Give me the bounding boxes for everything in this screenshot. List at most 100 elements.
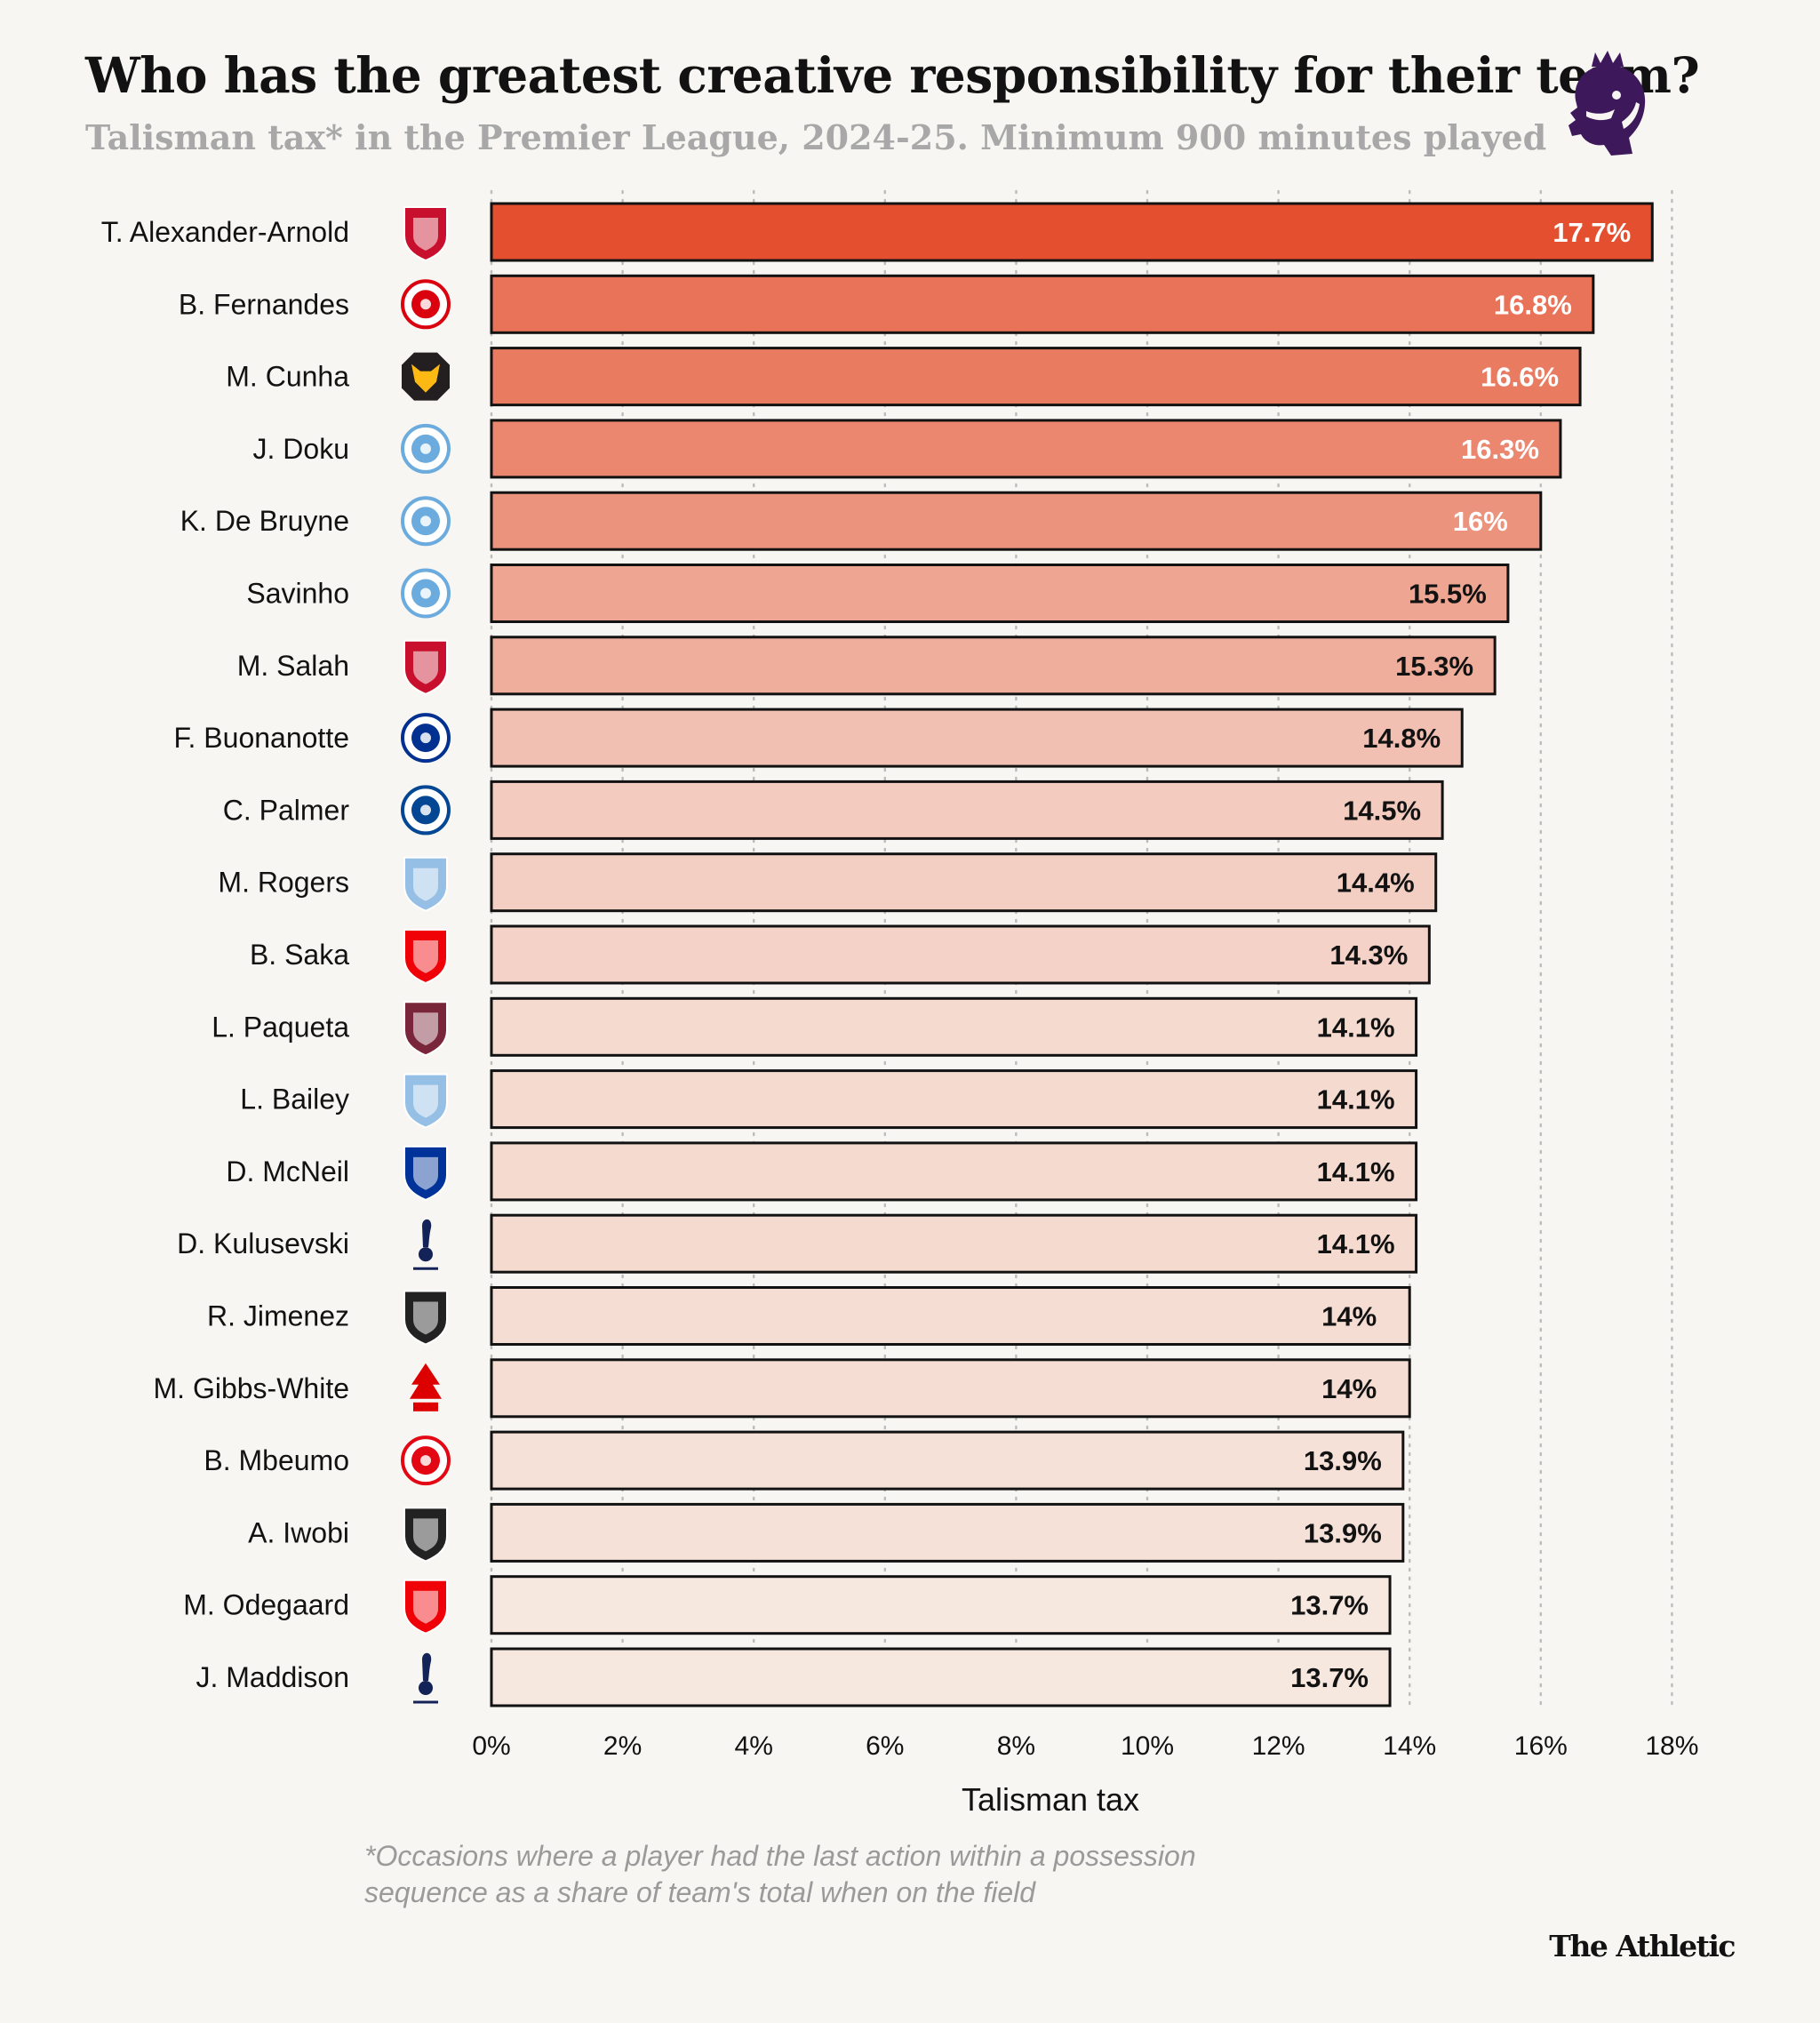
bar	[490, 1358, 1411, 1419]
x-tick-label: 12%	[1252, 1731, 1305, 1761]
bar	[490, 780, 1444, 840]
chart-title: Who has the greatest creative responsibi…	[85, 46, 1700, 104]
nottingham-forest-badge-icon	[410, 1363, 442, 1411]
value-label: 14.1%	[1317, 1228, 1395, 1259]
bar	[490, 1647, 1392, 1707]
manchester-city-badge-icon	[401, 568, 451, 619]
player-label: B. Fernandes	[179, 288, 349, 320]
arsenal-badge-icon	[403, 1579, 448, 1635]
fulham-badge-icon	[403, 1507, 448, 1563]
player-label: F. Buonanotte	[174, 722, 349, 754]
bar	[490, 1430, 1405, 1491]
value-label: 14%	[1321, 1373, 1377, 1404]
bar	[490, 924, 1431, 985]
bar	[490, 274, 1595, 334]
value-label: 14.3%	[1329, 940, 1408, 971]
wolves-badge-icon	[402, 352, 450, 401]
value-label: 15.5%	[1409, 579, 1487, 610]
player-label: B. Mbeumo	[204, 1444, 349, 1476]
tottenham-badge-icon	[413, 1219, 438, 1270]
aston-villa-badge-icon	[403, 1073, 448, 1129]
player-label: D. Kulusevski	[177, 1227, 349, 1259]
player-label: T. Alexander-Arnold	[101, 216, 349, 248]
fulham-badge-icon	[403, 1290, 448, 1346]
value-label: 14.1%	[1317, 1156, 1395, 1187]
bar	[490, 564, 1510, 623]
value-label: 14.1%	[1317, 1084, 1395, 1115]
x-tick-label: 10%	[1121, 1731, 1174, 1761]
player-label: M. Cunha	[226, 361, 349, 393]
bar	[490, 1286, 1411, 1346]
value-label: 17.7%	[1553, 217, 1631, 248]
footnote-line-1: *Occasions where a player had the last a…	[364, 1840, 1196, 1872]
x-tick-label: 4%	[735, 1731, 773, 1761]
player-label: L. Bailey	[240, 1083, 349, 1115]
west-ham-badge-icon	[403, 1001, 448, 1057]
player-label: A. Iwobi	[248, 1516, 349, 1548]
value-label: 14.4%	[1337, 868, 1415, 899]
leicester-city-badge-icon	[401, 713, 451, 764]
bar	[490, 1502, 1405, 1563]
player-label: C. Palmer	[223, 794, 350, 826]
liverpool-badge-icon	[403, 206, 448, 262]
bar	[490, 347, 1582, 407]
bar	[490, 1069, 1418, 1130]
value-label: 13.7%	[1290, 1662, 1369, 1693]
value-label: 13.9%	[1304, 1445, 1382, 1476]
player-label: B. Saka	[250, 939, 349, 971]
x-tick-label: 0%	[472, 1731, 510, 1761]
bar	[490, 636, 1497, 696]
player-label: J. Doku	[253, 433, 349, 465]
bar	[490, 419, 1562, 479]
x-tick-label: 18%	[1645, 1731, 1698, 1761]
bar	[490, 1141, 1418, 1202]
value-label: 16%	[1453, 506, 1508, 537]
chart-subtitle: Talisman tax* in the Premier League, 202…	[85, 117, 1547, 157]
x-tick-label: 2%	[603, 1731, 642, 1761]
player-label: R. Jimenez	[207, 1300, 349, 1332]
x-tick-label: 6%	[866, 1731, 904, 1761]
manchester-united-badge-icon	[401, 279, 451, 330]
value-label: 15.3%	[1395, 651, 1473, 682]
arsenal-badge-icon	[403, 929, 448, 985]
bar	[490, 202, 1654, 262]
x-tick-label: 14%	[1383, 1731, 1436, 1761]
aston-villa-badge-icon	[403, 856, 448, 912]
value-label: 13.7%	[1290, 1590, 1369, 1621]
tottenham-badge-icon	[413, 1652, 438, 1704]
value-label: 14.8%	[1362, 723, 1441, 754]
bar	[490, 491, 1543, 551]
player-label: K. De Bruyne	[180, 505, 349, 537]
player-label: M. Gibbs-White	[154, 1372, 349, 1404]
bar	[490, 1213, 1418, 1274]
x-tick-label: 16%	[1514, 1731, 1568, 1761]
x-tick-label: 8%	[997, 1731, 1035, 1761]
player-label: M. Odegaard	[183, 1589, 349, 1621]
player-label: M. Rogers	[218, 867, 349, 899]
player-label: Savinho	[246, 578, 349, 610]
brentford-badge-icon	[401, 1435, 451, 1486]
bar	[490, 852, 1438, 913]
footnote: *Occasions where a player had the last a…	[364, 1838, 1342, 1911]
value-label: 14%	[1321, 1301, 1377, 1332]
footnote-line-2: sequence as a share of team's total when…	[364, 1876, 1036, 1908]
value-label: 13.9%	[1304, 1517, 1382, 1548]
liverpool-badge-icon	[403, 639, 448, 695]
value-label: 16.6%	[1481, 362, 1559, 393]
bar	[490, 996, 1418, 1057]
player-label: D. McNeil	[226, 1155, 349, 1187]
everton-badge-icon	[403, 1145, 448, 1201]
bar	[490, 1575, 1392, 1635]
manchester-city-badge-icon	[401, 496, 451, 547]
bar	[490, 708, 1464, 768]
manchester-city-badge-icon	[401, 423, 451, 474]
the-athletic-logo: The Athletic	[1549, 1929, 1736, 1963]
value-label: 14.1%	[1317, 1012, 1395, 1043]
x-axis-label: Talisman tax	[962, 1781, 1139, 1818]
player-label: M. Salah	[237, 650, 349, 682]
value-label: 16.3%	[1461, 434, 1539, 465]
player-label: L. Paqueta	[212, 1011, 349, 1043]
player-label: J. Maddison	[196, 1661, 349, 1693]
premier-league-lion-icon	[1569, 51, 1646, 156]
